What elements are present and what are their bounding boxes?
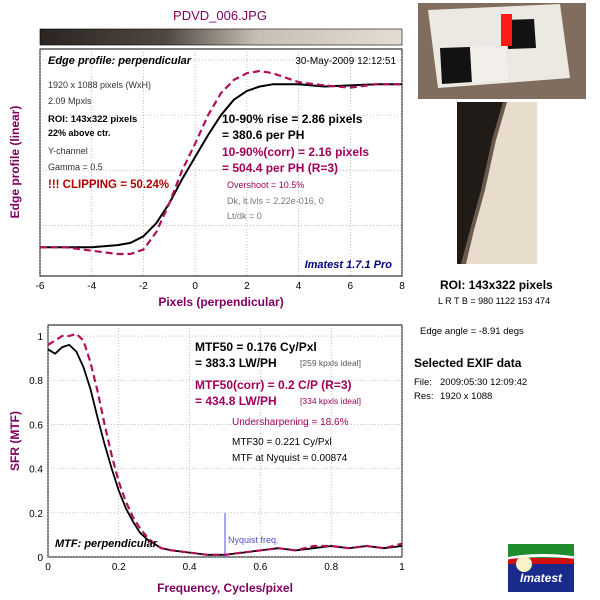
exif-res-label: Res: — [414, 391, 434, 402]
annotation-ideal-corr: [334 kpxls ideal] — [300, 396, 361, 406]
nyquist-label: Nyquist freq. — [228, 535, 279, 545]
mtf-y-tick-label: 0.6 — [29, 420, 43, 431]
edge-profile-x-tick-label: 2 — [244, 281, 250, 292]
mtf-y-tick-label: 1 — [37, 332, 43, 343]
annotation-size: 1920 x 1088 pixels (WxH) — [48, 80, 151, 90]
annotation-ltdk: Lt/dk = 0 — [227, 211, 262, 221]
exif-res-value: 1920 x 1088 — [440, 391, 493, 402]
annotation-lwph-corr: = 434.8 LW/PH — [195, 394, 277, 408]
mtf-y-tick-label: 0.2 — [29, 509, 43, 520]
annotation-overshoot: Overshoot = 10.5% — [227, 180, 304, 190]
mtf-header: MTF: perpendicular — [55, 538, 158, 550]
edge-profile-x-tick-label: -6 — [36, 281, 45, 292]
logo-white-sweep — [508, 554, 574, 581]
annotation-gamma: Gamma = 0.5 — [48, 162, 103, 172]
mtf-y-tick-label: 0.8 — [29, 376, 43, 387]
mtf-x-tick-label: 0.2 — [112, 562, 126, 573]
edge-profile-x-tick-label: 0 — [192, 281, 198, 292]
edge-angle: Edge angle = -8.91 degs — [420, 326, 524, 337]
roi-crop-image — [457, 102, 537, 264]
edge-profile-x-ticks: -6 -4 -2 0 2 4 6 8 — [36, 281, 406, 292]
edge-profile-date: 30-May-2009 12:12:51 — [295, 56, 396, 67]
edge-profile-x-tick-label: 8 — [399, 281, 405, 292]
edge-profile-x-tick-label: -2 — [139, 281, 148, 292]
annotation-lwph: = 383.3 LW/PH — [195, 356, 277, 370]
logo-text: Imatest — [519, 571, 563, 585]
window-title: PDVD_006.JPG — [173, 8, 267, 23]
edge-profile-x-tick-label: -4 — [87, 281, 96, 292]
mtf-x-tick-label: 0 — [45, 562, 51, 573]
edge-profile-corrected-line — [40, 69, 402, 256]
roi-caption: ROI: 143x322 pixels — [440, 278, 553, 292]
annotation-mtf50-corr: MTF50(corr) = 0.2 C/P (R=3) — [195, 378, 352, 392]
mtf-y-tick-label: 0 — [37, 553, 43, 564]
annotation-mtf50: MTF50 = 0.176 Cy/Pxl — [195, 340, 317, 354]
edge-profile-x-label: Pixels (perpendicular) — [158, 295, 283, 309]
mtf-corrected-line — [47, 332, 403, 556]
mtf-x-tick-label: 0.8 — [324, 562, 338, 573]
mtf-y-tick-label: 0.4 — [29, 465, 43, 476]
roi-preview-thumbnail — [418, 3, 586, 99]
annotation-per-ph-corr: = 504.4 per PH (R=3) — [222, 161, 338, 175]
annotation-roi: ROI: 143x322 pixels — [48, 114, 137, 125]
mtf-x-tick-label: 0.6 — [253, 562, 267, 573]
annotation-mpxls: 2.09 Mpxls — [48, 96, 92, 106]
exif-title: Selected EXIF data — [414, 356, 522, 370]
edge-profile-measured-line — [40, 83, 402, 249]
mtf-x-tick-label: 0.4 — [183, 562, 197, 573]
mtf-chart: 0 0.2 0.4 0.6 0.8 1 0 0.2 0.4 0.6 0.8 1 MTF: perpen… — [8, 324, 405, 595]
mtf-x-label: Frequency, Cycles/pixel — [157, 581, 293, 595]
annotation-undersharpening: Undersharpening = 18.6% — [232, 417, 349, 428]
annotation-rise-corr: 10-90%(corr) = 2.16 pixels — [222, 145, 369, 159]
mtf-y-label: SFR (MTF) — [8, 411, 22, 471]
annotation-dk: Dk, lt lvls = 2.22e-016, 0 — [227, 196, 324, 206]
exif-file-value: 2009:05:30 12:09:42 — [440, 377, 528, 388]
annotation-clipping: !!! CLIPPING = 50.24% — [48, 179, 169, 191]
tone-gradient-strip — [39, 28, 403, 46]
mtf-grid — [47, 325, 403, 558]
mtf-ticks: 0 0.2 0.4 0.6 0.8 1 0 0.2 0.4 0.6 0.8 1 — [29, 332, 405, 573]
roi-lrtb: L R T B = 980 1122 153 474 — [438, 296, 551, 306]
exif-file-label: File: — [414, 377, 432, 388]
edge-profile-x-tick-label: 6 — [348, 281, 354, 292]
annotation-ideal: [259 kpxls ideal] — [300, 358, 361, 368]
annotation-per-ph: = 380.6 per PH — [222, 128, 304, 142]
annotation-mtf30: MTF30 = 0.221 Cy/Pxl — [232, 437, 332, 448]
edge-profile-chart: -6 -4 -2 0 2 4 6 8 Edge profile: perpendicular … — [8, 48, 406, 309]
annotation-rise: 10-90% rise = 2.86 pixels — [222, 112, 363, 126]
edge-profile-y-label: Edge profile (linear) — [8, 106, 22, 219]
annotation-nyquist-mtf: MTF at Nyquist = 0.00874 — [232, 453, 348, 464]
edge-profile-header: Edge profile: perpendicular — [48, 55, 192, 67]
brand-label: Imatest 1.7.1 Pro — [305, 259, 393, 271]
edge-profile-series — [40, 69, 402, 256]
mtf-series — [47, 332, 403, 556]
edge-profile-x-tick-label: 4 — [296, 281, 302, 292]
logo-sun — [516, 556, 532, 572]
annotation-channel: Y-channel — [48, 146, 88, 156]
annotation-above: 22% above ctr. — [48, 128, 111, 138]
mtf-x-tick-label: 1 — [399, 562, 405, 573]
